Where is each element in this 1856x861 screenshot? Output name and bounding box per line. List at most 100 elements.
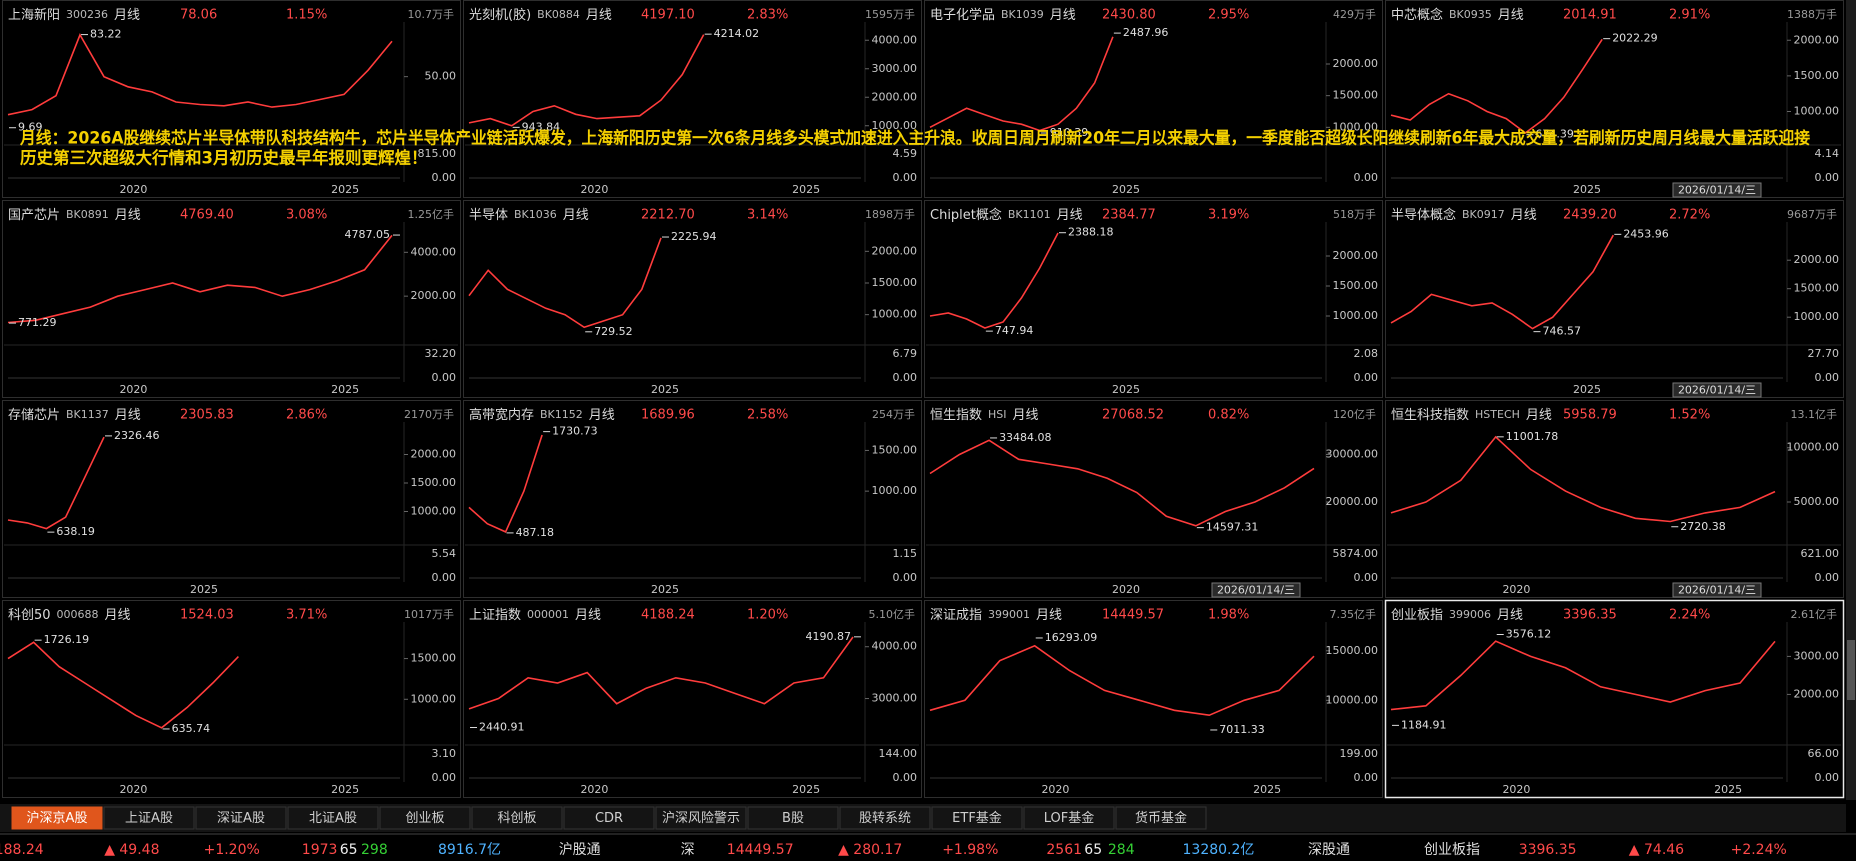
tab-label[interactable]: CDR bbox=[595, 811, 623, 826]
tab[interactable] bbox=[379, 806, 471, 830]
period: 月线 bbox=[589, 408, 615, 423]
low-label: 638.19 bbox=[56, 525, 95, 538]
low-label: 910.39 bbox=[1050, 126, 1089, 139]
tab-label[interactable]: LOF基金 bbox=[1044, 810, 1095, 826]
chart-panel[interactable]: 高带宽内存 BK1152 月线 1689.96 2.58% 254万手 1500.00 100… bbox=[463, 400, 922, 598]
change-percent: 3.71% bbox=[286, 608, 327, 623]
chart-panel[interactable]: 国产芯片 BK0891 月线 4769.40 3.08% 1.25亿手 4000.00 200… bbox=[2, 200, 461, 398]
price-line bbox=[7, 436, 105, 530]
panel-border bbox=[463, 600, 922, 798]
tab[interactable] bbox=[931, 806, 1023, 830]
tab-label[interactable]: ETF基金 bbox=[952, 810, 1002, 826]
period: 月线 bbox=[575, 608, 601, 623]
panel-border bbox=[1385, 400, 1844, 598]
stock-code: BK1039 bbox=[1001, 8, 1044, 21]
x-tick-label: 2025 bbox=[1714, 783, 1742, 796]
tab[interactable] bbox=[655, 806, 747, 830]
stock-name: 存储芯片 bbox=[8, 408, 60, 423]
tab-label[interactable]: B股 bbox=[782, 811, 804, 826]
panel-border bbox=[924, 200, 1383, 398]
annotation-text: 月线：2026A股继续芯片半导体带队科技结构牛，芯片半导体产业链活跃爆发，上海新… bbox=[19, 128, 1810, 148]
chart-panel[interactable]: 上证指数 000001 月线 4188.24 1.20% 5.10亿手 4000.00 300… bbox=[463, 600, 922, 798]
chart-panel[interactable]: Chiplet概念 BK1101 月线 2384.77 3.19% 518万手 2000.0… bbox=[924, 200, 1383, 398]
low-label: 2440.91 bbox=[479, 721, 525, 734]
tab-label[interactable]: 沪深京A股 bbox=[27, 810, 88, 826]
panel-header: 光刻机(胶) BK0884 月线 bbox=[469, 7, 612, 23]
price: 3396.35 bbox=[1563, 608, 1617, 623]
chart-panel[interactable]: 电子化学品 BK1039 月线 2430.80 2.95% 429万手 2000.00 150… bbox=[924, 0, 1383, 198]
y-tick-label: 1000.00 bbox=[872, 484, 918, 497]
tab-label[interactable]: 创业板 bbox=[405, 811, 444, 826]
x-tick-label: 2025 bbox=[190, 583, 218, 596]
y-tick-label: 1000.00 bbox=[411, 505, 457, 518]
x-tick-label: 2020 bbox=[119, 783, 147, 796]
tab[interactable] bbox=[11, 806, 103, 830]
y-tick-label: 10000.00 bbox=[1326, 693, 1379, 706]
period: 月线 bbox=[586, 8, 612, 23]
chart-panel[interactable]: 创业板指 399006 月线 3396.35 2.24% 2.61亿手 3000.00 200… bbox=[1384, 599, 1845, 799]
tab[interactable] bbox=[1023, 806, 1115, 830]
panel-border bbox=[1385, 200, 1844, 398]
tab-label[interactable]: 沪深风险警示 bbox=[662, 810, 740, 826]
tab-label[interactable]: 上证A股 bbox=[125, 811, 173, 826]
low-label: 14597.31 bbox=[1206, 521, 1259, 534]
tab-label[interactable]: 科创板 bbox=[497, 811, 536, 826]
volume: 1388万手 bbox=[1787, 7, 1837, 21]
chart-panel[interactable]: 半导体 BK1036 月线 2212.70 3.14% 1898万手 2000.00 1500… bbox=[463, 200, 922, 398]
stock-name: 光刻机(胶) bbox=[469, 7, 531, 23]
tab[interactable] bbox=[563, 806, 655, 830]
stock-name: 高带宽内存 bbox=[469, 407, 534, 423]
chart-panel[interactable]: 恒生指数 HSI 月线 27068.52 0.82% 120亿手 30000.00 20000… bbox=[924, 400, 1383, 598]
price: 27068.52 bbox=[1102, 408, 1164, 423]
high-label: 11001.78 bbox=[1506, 430, 1559, 443]
x-tick-label: 2020 bbox=[1502, 583, 1530, 596]
stock-name: 电子化学品 bbox=[930, 7, 995, 23]
chart-panel[interactable]: 中芯概念 BK0935 月线 2014.91 2.91% 1388万手 2000.00 150… bbox=[1385, 0, 1844, 198]
chart-panel[interactable]: 半导体概念 BK0917 月线 2439.20 2.72% 9687万手 2000.00 15… bbox=[1385, 200, 1844, 398]
tab[interactable] bbox=[471, 806, 563, 830]
tab[interactable] bbox=[287, 806, 379, 830]
tab-label[interactable]: 股转系统 bbox=[859, 811, 911, 826]
tab-label[interactable]: 北证A股 bbox=[309, 811, 357, 826]
volume: 10.7万手 bbox=[408, 7, 455, 21]
price-line bbox=[1390, 640, 1776, 711]
volume-tick-label: 0.00 bbox=[432, 771, 457, 784]
x-tick-label: 2025 bbox=[651, 583, 679, 596]
x-tick-label: 2025 bbox=[1253, 783, 1281, 796]
y-tick-label: 4000.00 bbox=[872, 640, 918, 653]
chart-panel[interactable]: 光刻机(胶) BK0884 月线 4197.10 2.83% 1595万手 4000.00 3… bbox=[463, 0, 922, 198]
y-tick-label: 1500.00 bbox=[872, 443, 918, 456]
y-tick-label: 5000.00 bbox=[1794, 495, 1840, 508]
change-percent: 2.83% bbox=[747, 8, 788, 23]
chart-panel[interactable]: 深证成指 399001 月线 14449.57 1.98% 7.35亿手 15000.00 1… bbox=[924, 600, 1383, 798]
price-line bbox=[7, 641, 239, 729]
tab[interactable] bbox=[195, 806, 287, 830]
volume-tick-label: 0.00 bbox=[893, 371, 918, 384]
x-tick-label: 2025 bbox=[1573, 383, 1601, 396]
volume-tick-label: 0.00 bbox=[1354, 171, 1379, 184]
stock-code: 000001 bbox=[527, 608, 569, 621]
y-tick-label: 3000.00 bbox=[872, 692, 918, 705]
panel-border bbox=[924, 0, 1383, 198]
period: 月线 bbox=[1057, 208, 1083, 223]
tab[interactable] bbox=[1115, 806, 1207, 830]
tab[interactable] bbox=[103, 806, 195, 830]
scroll-thumb[interactable] bbox=[1847, 640, 1855, 700]
status-item: 298 bbox=[361, 842, 388, 858]
chart-panel[interactable]: 上海新阳 300236 月线 78.06 1.15% 10.7万手 50.00 83.22 9.… bbox=[2, 0, 461, 198]
period: 月线 bbox=[114, 8, 140, 23]
tab[interactable] bbox=[747, 806, 839, 830]
tab[interactable] bbox=[839, 806, 931, 830]
tab-label[interactable]: 货币基金 bbox=[1135, 810, 1187, 826]
price-line bbox=[929, 36, 1114, 132]
chart-panel[interactable]: 存储芯片 BK1137 月线 2305.83 2.86% 2170万手 2000.00 150… bbox=[2, 400, 461, 598]
tab-label[interactable]: 深证A股 bbox=[217, 811, 265, 826]
chart-panel[interactable]: 恒生科技指数 HSTECH 月线 5958.79 1.52% 13.1亿手 10000.00… bbox=[1385, 400, 1844, 598]
chart-panel[interactable]: 科创50 000688 月线 1524.03 3.71% 1017万手 1500.00 100… bbox=[2, 600, 461, 798]
scrollbar[interactable] bbox=[1846, 0, 1856, 800]
high-label: 2326.46 bbox=[114, 429, 160, 442]
stock-name: 半导体 bbox=[469, 208, 508, 223]
price-line bbox=[1390, 435, 1776, 523]
low-label: 635.74 bbox=[172, 722, 211, 735]
